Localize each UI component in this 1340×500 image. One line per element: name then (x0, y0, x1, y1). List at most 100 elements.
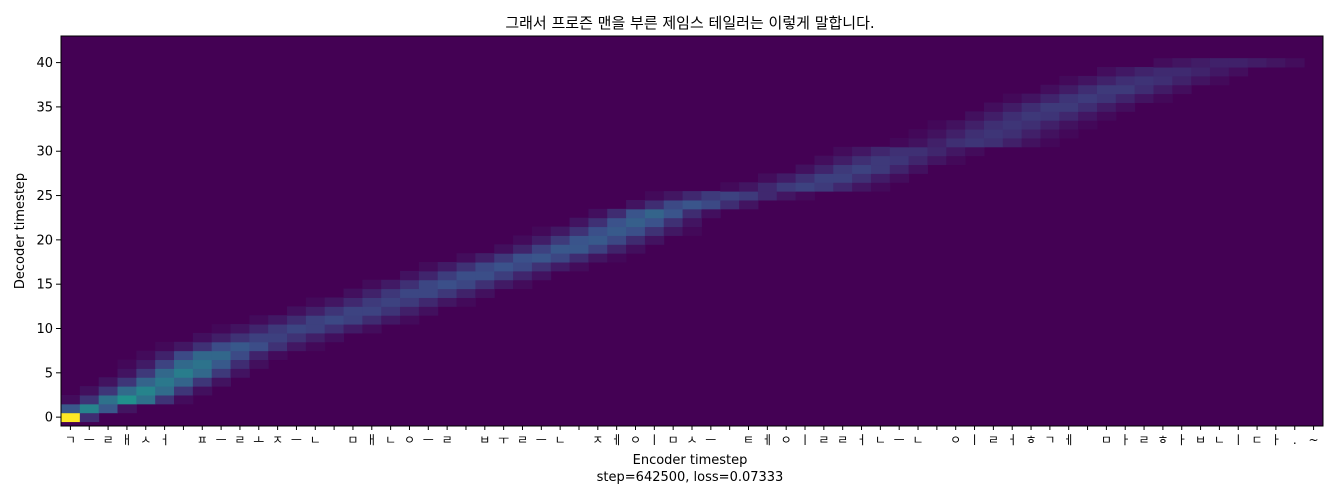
heatmap-cell (61, 403, 81, 414)
heatmap-cell (1153, 93, 1173, 103)
heatmap-cell (1059, 84, 1079, 95)
heatmap-cell (889, 173, 910, 183)
heatmap-cell (192, 368, 213, 378)
heatmap-cell (1153, 84, 1173, 95)
heatmap-cell (1172, 75, 1192, 86)
heatmap-cell (1153, 58, 1173, 68)
heatmap-cell (305, 324, 326, 334)
heatmap-cell (682, 226, 702, 236)
heatmap-cell (268, 332, 288, 343)
heatmap-cell (456, 270, 476, 281)
heatmap-cell (1191, 58, 1211, 68)
heatmap-cell (588, 244, 608, 254)
heatmap-cell (362, 279, 382, 290)
heatmap-cell (305, 341, 326, 352)
heatmap-cell (795, 173, 815, 183)
heatmap-cell (1266, 58, 1286, 68)
heatmap-cell (1040, 129, 1060, 139)
heatmap-cell (211, 368, 232, 378)
heatmap-cell (644, 235, 665, 245)
y-tick-label: 20 (36, 233, 53, 248)
heatmap-cell (626, 235, 646, 245)
heatmap-cell (644, 208, 665, 219)
heatmap-cell (1040, 137, 1060, 148)
heatmap-cell (588, 208, 608, 219)
heatmap-cell (1115, 84, 1136, 95)
heatmap-cell (61, 412, 81, 423)
heatmap-cell (531, 235, 552, 245)
heatmap-cell (418, 279, 439, 290)
heatmap-cell (437, 262, 458, 272)
heatmap-cell (965, 137, 985, 148)
heatmap-cell (682, 217, 702, 228)
heatmap-cell (287, 315, 307, 325)
heatmap-cell (776, 173, 797, 183)
heatmap-cell (1002, 102, 1023, 112)
heatmap-cell (795, 182, 815, 192)
heatmap-cell (946, 155, 966, 166)
heatmap-cell (682, 191, 702, 201)
heatmap-cell (663, 217, 684, 228)
x-tick-label: ㅡ (536, 433, 547, 447)
heatmap-cell (381, 315, 401, 325)
heatmap-cell (249, 359, 269, 369)
heatmap-cell (155, 341, 175, 352)
heatmap-cell (795, 191, 815, 201)
heatmap-cell (1059, 111, 1079, 121)
heatmap-cell (513, 270, 533, 281)
heatmap-cell (927, 155, 947, 166)
x-tick-label: ㄹ (837, 433, 848, 447)
x-tick-label: ㅓ (159, 433, 170, 447)
heatmap-cell (136, 394, 156, 405)
heatmap-cell (437, 297, 458, 307)
x-tick-label: ㅎ (1157, 433, 1168, 447)
heatmap-cell (174, 341, 194, 352)
heatmap-cell (230, 332, 250, 343)
heatmap-cell (531, 270, 552, 281)
heatmap-cell (437, 279, 458, 290)
heatmap-cell (513, 235, 533, 245)
heatmap-cell (1021, 102, 1041, 112)
heatmap-cell (1059, 129, 1079, 139)
heatmap-cell (117, 359, 137, 369)
heatmap-cell (1078, 111, 1098, 121)
x-tick-label: ㅌ (743, 433, 754, 447)
heatmap-cell (1247, 58, 1267, 68)
heatmap-cell (287, 332, 307, 343)
heatmap-cell (381, 297, 401, 307)
y-axis-label: Decoder timestep (13, 173, 28, 289)
heatmap-cell (192, 341, 213, 352)
heatmap-cell (852, 146, 872, 157)
heatmap-cell (1172, 84, 1192, 95)
heatmap-cell (682, 199, 702, 210)
heatmap-cell (1002, 129, 1023, 139)
heatmap-cell (1096, 102, 1117, 112)
heatmap-cell (230, 341, 250, 352)
heatmap-cell (136, 350, 156, 361)
heatmap-cell (61, 394, 81, 405)
heatmap-cell (701, 199, 721, 210)
heatmap-cell (1096, 75, 1117, 86)
x-tick-label: ㄴ (875, 433, 886, 447)
heatmap-cell (117, 386, 137, 396)
heatmap-cell (230, 324, 250, 334)
heatmap-cell (1078, 75, 1098, 86)
heatmap-cell (682, 208, 702, 219)
heatmap-cell (569, 244, 589, 254)
heatmap-cells (61, 36, 1323, 426)
heatmap-cell (381, 306, 401, 316)
heatmap-cell (400, 315, 420, 325)
heatmap-cell (155, 386, 175, 396)
heatmap-cell (550, 235, 571, 245)
x-tick-label: ㄹ (442, 433, 453, 447)
heatmap-cell (757, 173, 778, 183)
y-tick-label: 35 (36, 100, 53, 115)
heatmap-cell (720, 182, 740, 192)
x-tick-label: ㅁ (1101, 433, 1112, 447)
x-tick-label: ㅓ (1007, 433, 1018, 447)
heatmap-cell (550, 244, 571, 254)
heatmap-cell (475, 253, 495, 263)
x-tick-label: ㅇ (781, 433, 792, 447)
x-tick-label: ㅂ (1195, 433, 1206, 447)
heatmap-cell (550, 262, 571, 272)
